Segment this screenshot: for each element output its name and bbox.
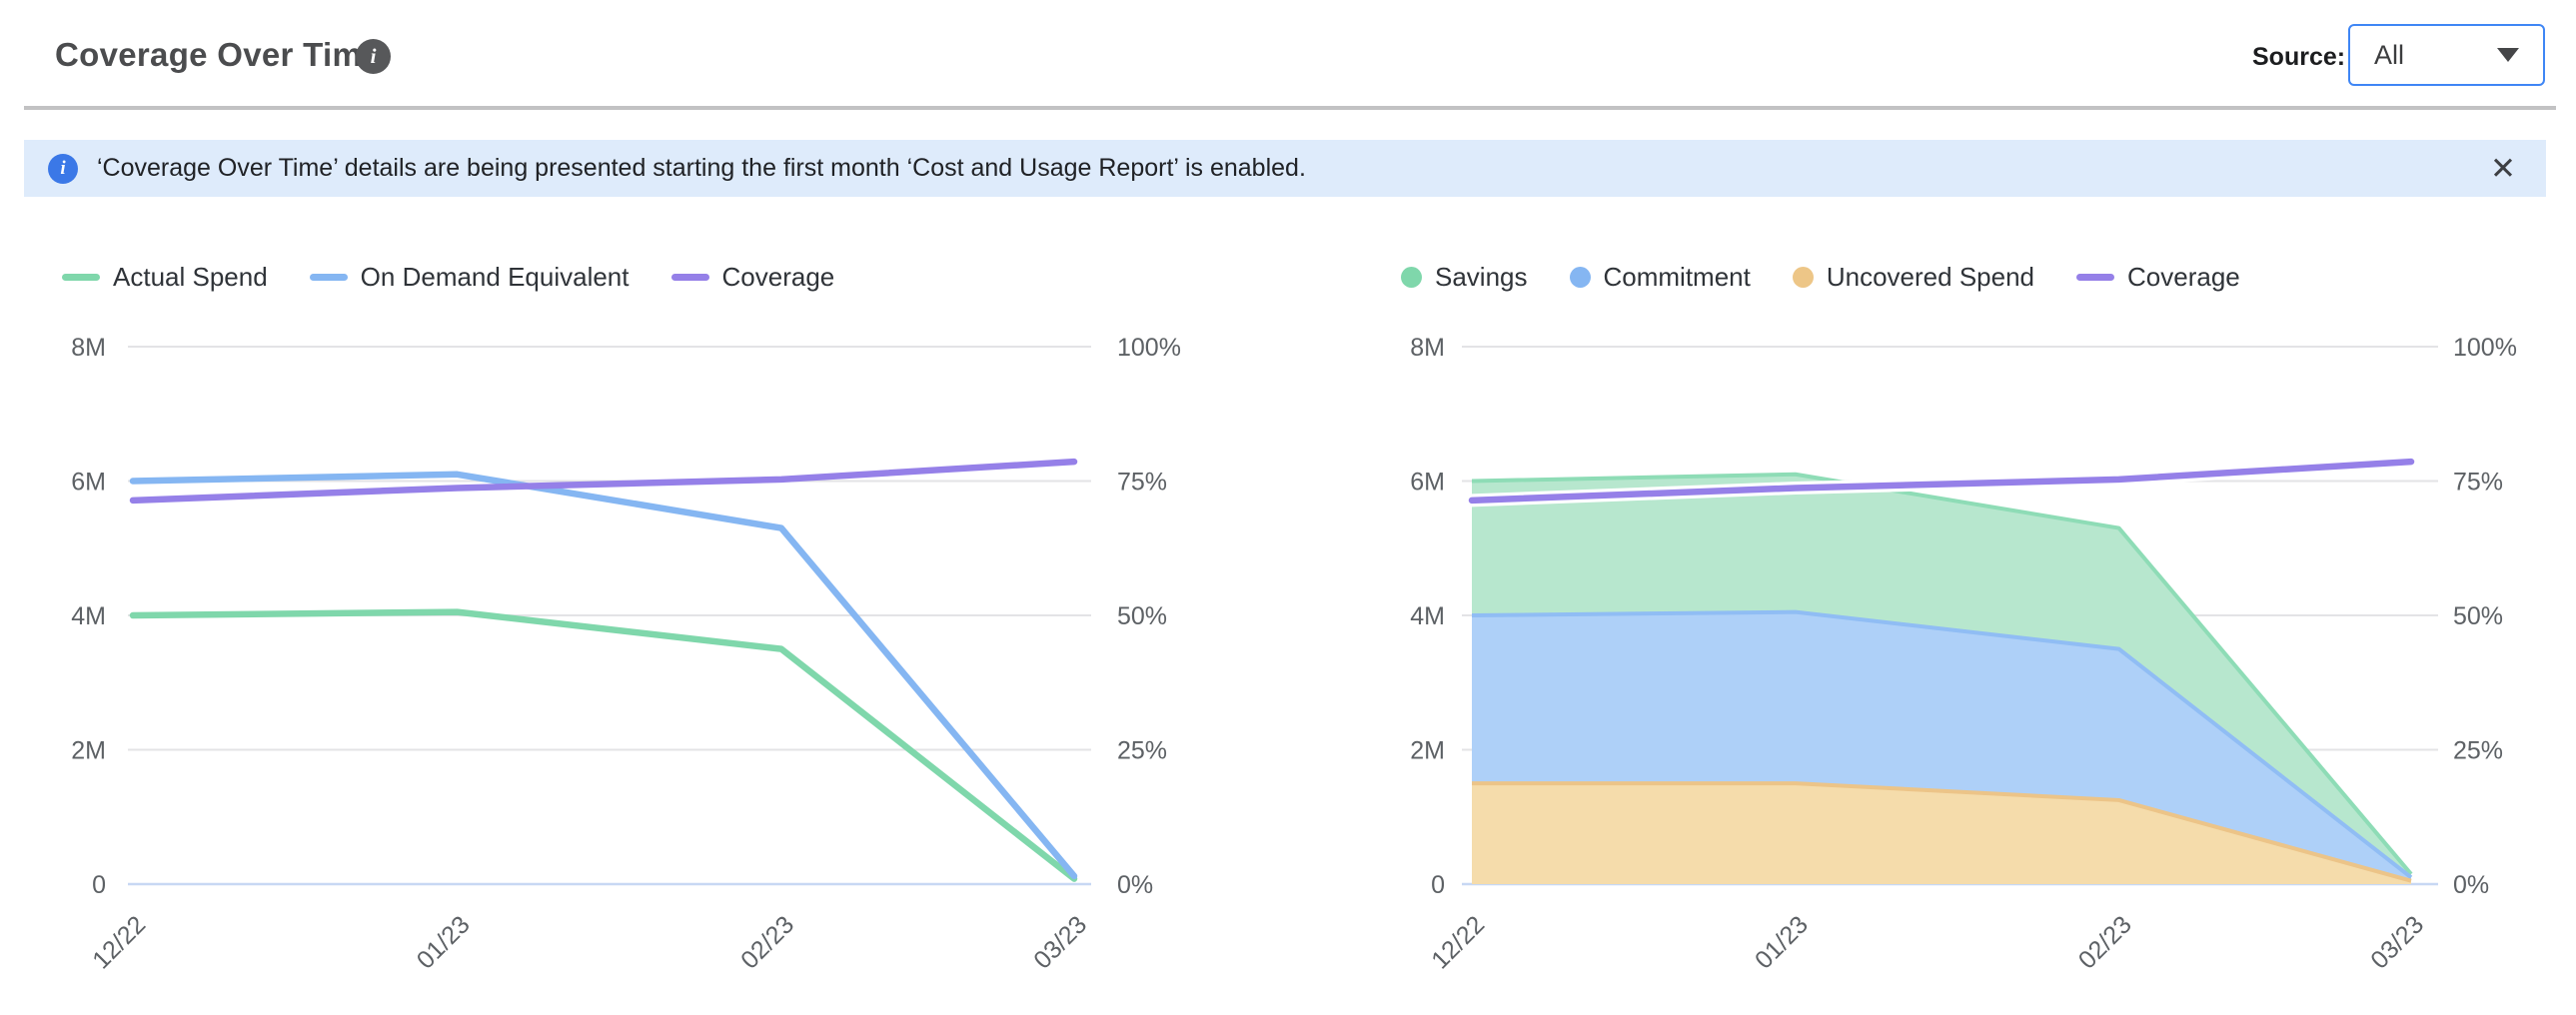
y-axis-left-label: 8M	[71, 334, 106, 362]
source-label: Source:	[2252, 43, 2346, 71]
spend-line-chart: 0 0% 2M 25% 4M 50% 6M 75% 8M 100% 12/22 01/23 02/23 0…	[71, 334, 1181, 974]
y-axis-right-label: 50%	[2453, 602, 2503, 630]
y-axis-right-label: 100%	[2453, 334, 2517, 362]
info-icon[interactable]: i	[356, 39, 391, 74]
y-axis-left-label: 2M	[71, 737, 106, 765]
line-swatch-icon	[62, 273, 100, 281]
y-axis-right-label: 25%	[2453, 737, 2503, 765]
legend-label: Commitment	[1603, 261, 1751, 292]
banner-message: ‘Coverage Over Time’ details are being p…	[97, 154, 1306, 182]
info-banner: i ‘Coverage Over Time’ details are being…	[24, 140, 2546, 197]
y-axis-left-label: 0	[1431, 871, 1445, 899]
x-axis-label: 03/23	[2365, 910, 2429, 974]
legend-item-commitment[interactable]: Commitment	[1569, 261, 1751, 293]
legend-item-on-demand-equivalent[interactable]: On Demand Equivalent	[309, 261, 630, 293]
legend-label: Uncovered Spend	[1826, 261, 2034, 292]
legend-item-uncovered-spend[interactable]: Uncovered Spend	[1792, 261, 2034, 293]
legend-item-coverage[interactable]: Coverage	[2076, 262, 2240, 293]
x-axis-label: 02/23	[735, 910, 799, 974]
source-selected-value: All	[2374, 39, 2405, 70]
source-dropdown[interactable]: All	[2348, 24, 2545, 86]
legend-spend-chart: Actual Spend On Demand Equivalent Coverage	[62, 255, 834, 299]
legend-label: Coverage	[721, 261, 835, 292]
info-icon: i	[48, 153, 78, 184]
x-axis-label: 12/22	[1426, 910, 1490, 974]
x-axis-label: 12/22	[87, 910, 151, 974]
y-axis-right-label: 100%	[1117, 334, 1181, 362]
series-coverage	[129, 458, 1078, 505]
dot-swatch-icon	[1569, 266, 1591, 288]
y-axis-right-label: 25%	[1117, 737, 1167, 765]
y-axis-right-label: 50%	[1117, 602, 1167, 630]
legend-coverage-chart: Savings Commitment Uncovered Spend Coverage	[1401, 255, 2240, 299]
line-swatch-icon	[2076, 273, 2114, 281]
legend-label: Actual Spend	[113, 261, 268, 292]
y-axis-left-label: 2M	[1410, 737, 1445, 765]
series-actual-spend	[129, 608, 1078, 882]
area-uncovered-spend	[1472, 783, 2411, 884]
x-axis-label: 03/23	[1028, 910, 1092, 974]
coverage-area-chart: 0 0% 2M 25% 4M 50% 6M 75% 8M 100% 12/22 01/23 02/23 0…	[1410, 334, 2517, 974]
dot-swatch-icon	[1792, 266, 1814, 288]
y-axis-left-label: 6M	[71, 469, 106, 497]
legend-item-savings[interactable]: Savings	[1401, 262, 1528, 293]
page-title: Coverage Over Time	[55, 36, 381, 73]
area-edge-savings	[1471, 472, 2413, 876]
dot-swatch-icon	[1401, 266, 1422, 288]
header-divider	[24, 106, 2556, 110]
y-axis-right-label: 75%	[1117, 469, 1167, 497]
y-axis-left-label: 6M	[1410, 469, 1445, 497]
x-axis-label: 01/23	[412, 910, 476, 974]
y-axis-left-label: 0	[92, 871, 106, 899]
area-edge-uncovered-spend	[1472, 781, 2412, 883]
line-swatch-icon	[670, 273, 709, 281]
y-axis-left-label: 4M	[1410, 602, 1445, 630]
series-on-demand-equivalent	[129, 471, 1078, 880]
legend-item-actual-spend[interactable]: Actual Spend	[62, 262, 268, 293]
legend-label: Coverage	[2127, 261, 2240, 292]
area-edge-commitment	[1471, 609, 2413, 879]
y-axis-right-label: 75%	[2453, 469, 2503, 497]
y-axis-left-label: 4M	[71, 602, 106, 630]
y-axis-left-label: 8M	[1410, 334, 1445, 362]
legend-item-coverage[interactable]: Coverage	[670, 261, 835, 293]
legend-label: On Demand Equivalent	[360, 261, 630, 292]
close-icon[interactable]: ✕	[2490, 151, 2516, 186]
y-axis-right-label: 0%	[1117, 871, 1153, 899]
x-axis-label: 01/23	[1750, 910, 1814, 974]
series-coverage	[1468, 458, 2415, 505]
x-axis-label: 02/23	[2073, 910, 2137, 974]
legend-label: Savings	[1435, 261, 1528, 292]
chevron-down-icon	[2497, 48, 2519, 62]
y-axis-right-label: 0%	[2453, 871, 2489, 899]
line-swatch-icon	[309, 273, 348, 281]
